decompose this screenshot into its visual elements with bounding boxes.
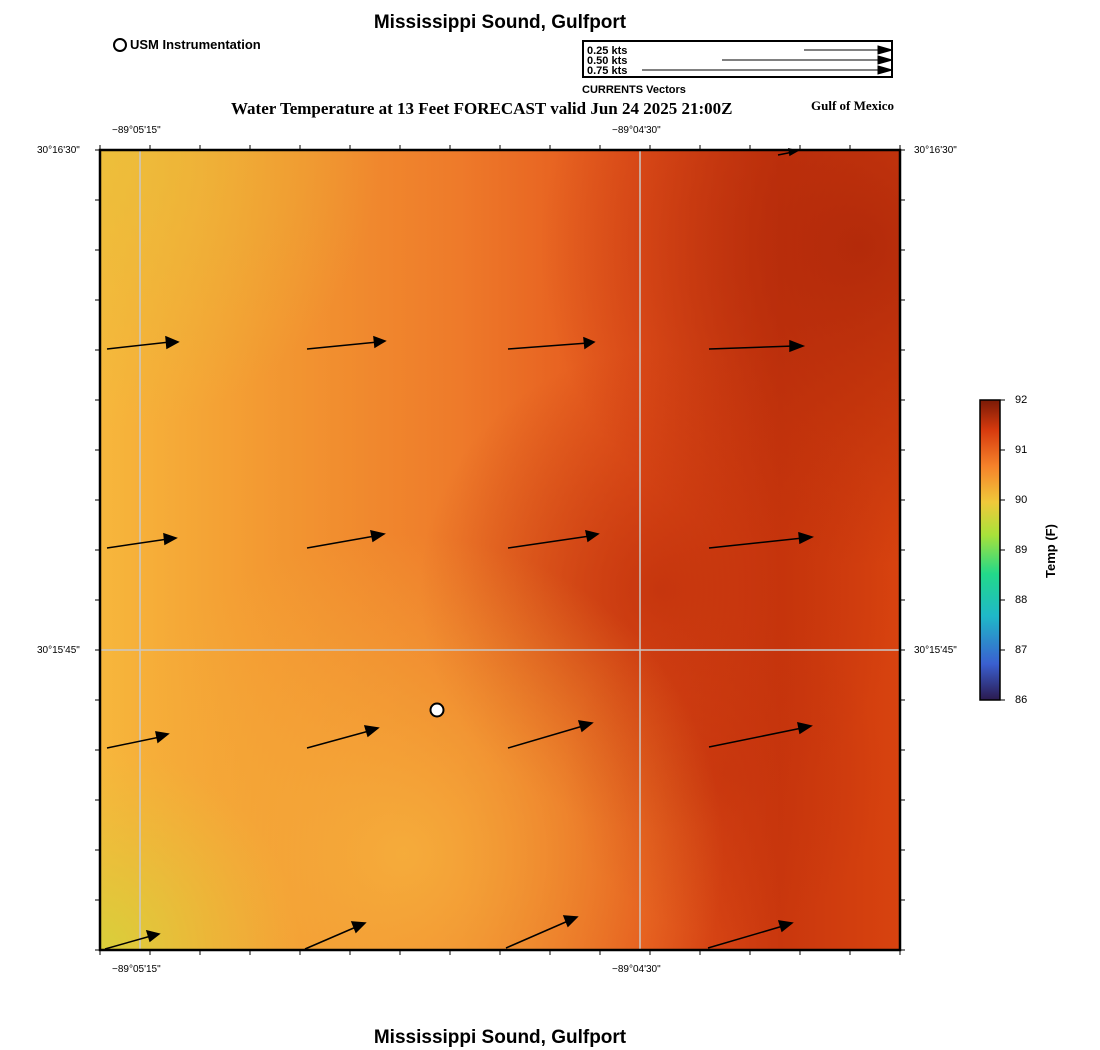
- lat-tick-right: 30°15'45": [914, 645, 957, 656]
- current-vector: [306, 341, 379, 350]
- colorbar-tick-label: 89: [1015, 544, 1028, 556]
- temperature-map: [95, 145, 905, 955]
- frame-ticks: [95, 145, 905, 955]
- lat-tick-left: 30°16'30": [37, 145, 80, 156]
- vector-scale-arrows: [642, 45, 893, 75]
- station-legend: USM Instrumentation: [113, 37, 261, 52]
- colorbar-tick-label: 91: [1015, 444, 1028, 456]
- colorbar-tick-label: 88: [1015, 594, 1028, 606]
- station-legend-label: USM Instrumentation: [130, 37, 261, 52]
- current-vector: [708, 727, 803, 748]
- current-vector: [507, 535, 591, 549]
- current-vector: [306, 730, 370, 749]
- usm-station-marker: [429, 702, 445, 718]
- vector-scale-arrowhead: [877, 55, 893, 65]
- current-vector-arrowhead: [155, 731, 170, 744]
- current-vector: [708, 537, 804, 549]
- current-vector: [505, 920, 569, 949]
- region-label: Gulf of Mexico: [811, 98, 895, 113]
- colorbar-tick-label: 92: [1015, 394, 1028, 406]
- current-vector-arrowhead: [798, 531, 815, 545]
- colorbar-title: Temp (F): [1043, 524, 1058, 578]
- graticule: [100, 150, 900, 950]
- lon-tick-top: −89°05'15": [112, 125, 161, 136]
- vector-caption: CURRENTS Vectors: [582, 84, 686, 96]
- current-vector: [507, 725, 584, 749]
- footer-title: Mississippi Sound, Gulfport: [373, 1027, 627, 1048]
- current-vector-arrowhead: [363, 725, 380, 738]
- current-vector-arrowhead: [797, 722, 813, 735]
- vector-scale-label: 0.75 kts: [587, 65, 628, 77]
- current-vector-arrowhead: [585, 529, 600, 543]
- colorbar-ramp: [979, 399, 1001, 701]
- map-title: Water Temperature at 13 Feet FORECAST va…: [231, 99, 733, 118]
- lon-tick-top: −89°04'30": [612, 125, 661, 136]
- colorbar-tick-label: 87: [1015, 644, 1028, 656]
- colorbar-tick-label: 86: [1015, 694, 1028, 706]
- current-vector-arrowhead: [163, 532, 178, 546]
- current-vector: [106, 538, 169, 549]
- current-vector-arrowhead: [583, 336, 596, 350]
- current-vectors: [104, 147, 815, 950]
- station-marker-icon: [113, 37, 127, 52]
- current-vector-arrowhead: [577, 720, 594, 733]
- current-vector-arrowhead: [777, 920, 794, 933]
- colorbar: [979, 399, 1005, 701]
- current-vector-arrowhead: [373, 335, 387, 349]
- current-vector-arrowhead: [145, 929, 161, 943]
- current-vector: [306, 535, 376, 549]
- current-vector-arrowhead: [350, 921, 367, 934]
- page-title: Mississippi Sound, Gulfport: [373, 12, 627, 33]
- vector-scale-arrowhead: [877, 65, 893, 75]
- current-vector: [106, 736, 161, 749]
- current-vector-arrowhead: [370, 530, 386, 543]
- current-vector: [507, 342, 589, 350]
- current-vector: [304, 926, 357, 950]
- current-vector: [104, 935, 152, 950]
- lon-tick-bottom: −89°04'30": [612, 964, 661, 975]
- cool-pocket: [100, 150, 900, 950]
- vector-scale-label: 0.25 kts: [587, 45, 628, 57]
- vector-scale-label: 0.50 kts: [587, 55, 628, 67]
- vector-scale-legend: 0.25 kts 0.50 kts 0.75 kts: [582, 40, 893, 78]
- colorbar-ticks: [1000, 399, 1005, 701]
- current-vector: [106, 341, 171, 350]
- colorbar-tick-label: 90: [1015, 494, 1028, 506]
- lat-tick-left: 30°15'45": [37, 645, 80, 656]
- current-vector: [708, 345, 795, 350]
- lon-tick-bottom: −89°05'15": [112, 964, 161, 975]
- vector-scale-arrowhead: [877, 45, 893, 55]
- current-vector: [707, 925, 784, 949]
- current-vector-arrowhead: [562, 915, 579, 928]
- current-vector-arrowhead: [789, 339, 806, 353]
- current-vector-arrowhead: [165, 335, 180, 350]
- lat-tick-right: 30°16'30": [914, 145, 957, 156]
